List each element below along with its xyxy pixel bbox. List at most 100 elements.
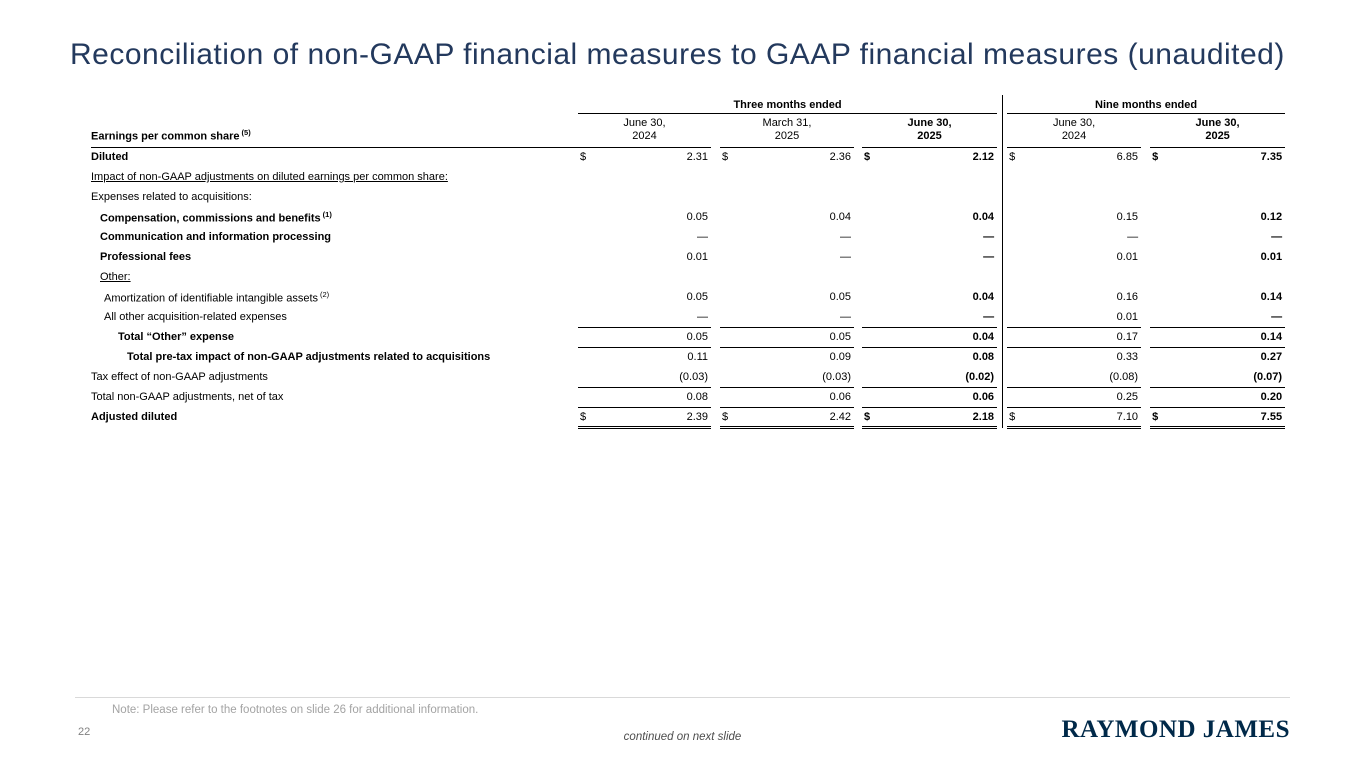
value-cell: $7.35 (1152, 151, 1283, 164)
value-cell (578, 167, 711, 187)
value-cell: 0.05 (686, 291, 708, 303)
value-cell: — (1127, 231, 1139, 243)
value-cell: — (862, 307, 998, 328)
spacer-cell (1141, 167, 1150, 187)
spacer-cell (854, 367, 862, 387)
value-cell: 0.27 (1260, 351, 1283, 364)
value-cell: 0.33 (1116, 351, 1139, 364)
spacer-cell (1141, 287, 1150, 307)
value-cell: — (578, 307, 711, 328)
value-cell (862, 187, 997, 207)
dollar-sign: $ (864, 151, 871, 164)
value-cell (1150, 267, 1285, 287)
spacer-cell (1141, 147, 1150, 167)
value-cell: 0.01 (1116, 251, 1139, 263)
value-cell: 0.12 (1260, 211, 1283, 223)
footnote-text: Note: Please refer to the footnotes on s… (112, 704, 479, 716)
value-cell: (0.02) (862, 367, 998, 388)
value-cell: $7.10 (1007, 407, 1142, 429)
value-cell: $2.31 (580, 151, 708, 164)
value-cell: 0.04 (972, 291, 995, 303)
value-cell: $2.39 (578, 407, 711, 429)
spacer-cell (711, 287, 720, 307)
spacer-cell (711, 147, 720, 167)
column-group-nine-months: Nine months ended (1007, 95, 1286, 114)
dollar-sign: $ (580, 151, 587, 164)
spacer-cell (854, 147, 862, 167)
value-cell (578, 187, 711, 207)
value-cell (720, 167, 854, 187)
spacer-cell (711, 207, 720, 227)
spacer-cell (1141, 227, 1150, 247)
value-cell (720, 187, 854, 207)
column-header: June 30, 2025 (1150, 113, 1286, 148)
dollar-sign: $ (1009, 151, 1016, 164)
value-cell: $7.55 (1150, 407, 1286, 429)
value-cell: $6.85 (1009, 151, 1139, 164)
table-row: All other acquisition-related expenses — —… (91, 307, 1286, 328)
row-label: Adjusted diluted (91, 411, 178, 423)
spacer-cell (1141, 327, 1150, 347)
row-label: Total pre-tax impact of non-GAAP adjustm… (127, 351, 491, 363)
spacer-cell (854, 187, 862, 207)
table-row: Adjusted diluted $2.39 $2.42 $2.18 $7.10 $7.5… (91, 407, 1286, 429)
footnote-marker: (1) (322, 209, 332, 219)
row-label: Communication and information processing (100, 231, 332, 243)
value-cell: 0.06 (862, 387, 998, 408)
spacer-cell (854, 247, 862, 267)
spacer-cell (1141, 367, 1150, 387)
table-body: Diluted $2.31 $2.36 $2.12 $6.85 $7.35 Impact o… (91, 147, 1286, 429)
value-cell: 0.05 (578, 327, 711, 348)
table-row: Total non-GAAP adjustments, net of tax 0.… (91, 387, 1286, 408)
reconciliation-table: Three months ended Nine months ended Ear… (91, 95, 1286, 429)
spacer-cell (854, 407, 862, 427)
value-cell: $2.12 (864, 151, 995, 164)
value-cell: 0.05 (720, 327, 854, 348)
dollar-sign: $ (580, 410, 587, 423)
spacer-cell (711, 407, 720, 427)
value-cell: 0.17 (1007, 327, 1142, 348)
spacer-cell (854, 387, 862, 407)
row-label: Compensation, commissions and benefits (1… (100, 209, 332, 225)
row-label: Impact of non-GAAP adjustments on dilute… (91, 171, 448, 183)
row-header: Earnings per common share (5) (91, 113, 578, 148)
spacer-cell (1141, 247, 1150, 267)
value-cell: 0.01 (1260, 251, 1283, 263)
spacer-cell (854, 287, 862, 307)
dollar-sign: $ (722, 151, 729, 164)
spacer-cell (1141, 347, 1150, 367)
spacer-cell (854, 167, 862, 187)
value-cell: — (840, 251, 851, 263)
spacer-cell (711, 113, 720, 147)
value-cell: — (720, 307, 854, 328)
footnote-marker: (2) (320, 289, 330, 299)
page-title: Reconciliation of non-GAAP financial mea… (70, 38, 1285, 71)
spacer-cell (854, 267, 862, 287)
table-row: Total “Other” expense 0.05 0.05 0.04 0.17 0.1… (91, 327, 1286, 348)
spacer-cell (854, 327, 862, 347)
column-header: June 30, 2024 (1007, 113, 1142, 148)
row-label: Total non-GAAP adjustments, net of tax (91, 391, 284, 403)
table-row: Impact of non-GAAP adjustments on dilute… (91, 167, 1285, 187)
value-cell (720, 267, 854, 287)
value-cell (1007, 167, 1141, 187)
spacer-cell (711, 367, 720, 387)
value-cell: — (1271, 231, 1283, 243)
column-header: March 31, 2025 (720, 113, 854, 148)
value-cell: 0.11 (687, 351, 708, 364)
eps-table: Three months ended Nine months ended Ear… (91, 95, 1286, 429)
value-cell: $2.18 (862, 407, 998, 429)
value-cell (578, 267, 711, 287)
table-row: Diluted $2.31 $2.36 $2.12 $6.85 $7.35 (91, 147, 1285, 167)
table-row: Professional fees 0.01 — — 0.01 0.01 (91, 247, 1285, 267)
value-cell: 0.09 (829, 351, 851, 364)
value-cell: 0.15 (1116, 211, 1139, 223)
spacer-cell (854, 113, 862, 147)
spacer-cell (1141, 267, 1150, 287)
row-label: Expenses related to acquisitions: (91, 191, 252, 203)
value-cell: 0.14 (1260, 291, 1283, 303)
spacer-cell (91, 95, 578, 113)
spacer-cell (711, 307, 720, 327)
page-number: 22 (78, 726, 91, 738)
value-cell (1150, 167, 1285, 187)
